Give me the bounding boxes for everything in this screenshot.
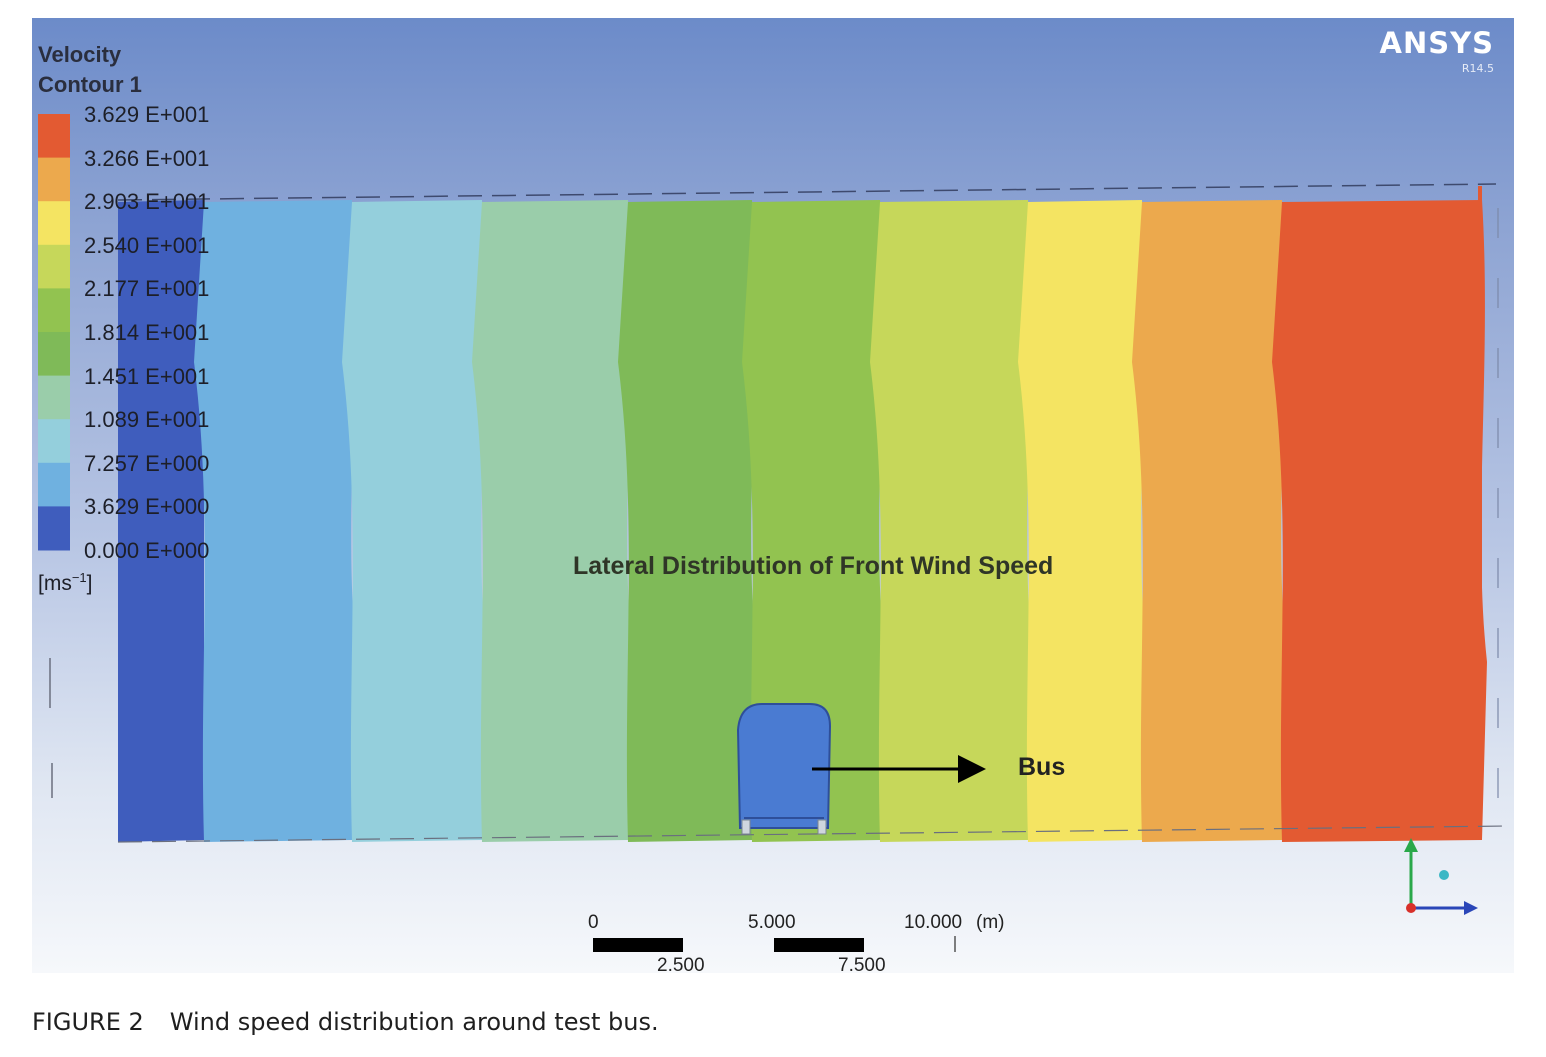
legend-swatch: [38, 288, 70, 333]
scale-tick-label: 5.000: [748, 912, 796, 933]
legend-label: 1.089 E+001: [84, 407, 210, 433]
contour-band: [1272, 200, 1487, 842]
legend-label: 7.257 E+000: [84, 450, 210, 476]
legend-subtitle: Contour 1: [38, 72, 142, 97]
contour-band: [118, 200, 204, 842]
contour-band: [1018, 200, 1147, 842]
legend-swatch: [38, 462, 70, 507]
contour-band: [870, 200, 1033, 842]
contour-band: [342, 200, 487, 842]
legend-swatch: [38, 201, 70, 246]
figure-number: FIGURE 2: [32, 1008, 144, 1036]
domain-bottom-edge: [117, 825, 1509, 843]
scale-tick-label: 7.500: [838, 955, 886, 973]
cfd-viewport[interactable]: Velocity Contour 1 3.629 E+001 3.266 E+00…: [32, 18, 1514, 973]
axis-triad: [1404, 838, 1478, 915]
ansys-logo: ANSYS: [1379, 26, 1494, 60]
bus-label: Bus: [1018, 753, 1066, 781]
scale-tick-label: 10.000: [904, 912, 963, 933]
legend-swatch: [38, 375, 70, 420]
legend-label: 3.629 E+000: [84, 494, 210, 520]
domain-top-edge: [117, 183, 1497, 201]
contour-band: [742, 200, 885, 842]
contour-band: [1132, 200, 1287, 842]
velocity-contour-plot: [38, 114, 1509, 952]
contour-band: [618, 200, 757, 842]
ansys-version: R14.5: [1461, 62, 1494, 75]
legend-unit: [ms−1]: [38, 570, 93, 595]
figure-caption-text: Wind speed distribution around test bus.: [169, 1008, 659, 1036]
scale-tick-label: 0: [588, 912, 599, 933]
legend-swatch: [38, 332, 70, 377]
legend-label: 2.540 E+001: [84, 232, 210, 258]
legend-swatch: [38, 244, 70, 289]
legend-label: 2.903 E+001: [84, 189, 210, 215]
legend-label: 0.000 E+000: [84, 538, 210, 563]
bus-model: [736, 703, 832, 835]
legend-swatch: [38, 419, 70, 464]
bus-pointer-arrow: [812, 755, 986, 783]
legend-label: 3.266 E+001: [84, 145, 210, 171]
scale-unit-label: (m): [976, 912, 1005, 933]
figure-caption: FIGURE 2 Wind speed distribution around t…: [32, 1008, 659, 1036]
contour-band: [194, 200, 357, 842]
legend-label: 2.177 E+001: [84, 276, 210, 302]
legend-label: 1.814 E+001: [84, 320, 210, 345]
contour-band: [472, 200, 633, 842]
legend-swatch: [38, 157, 70, 202]
contour-band-edge: [1478, 186, 1482, 840]
legend-swatch: [38, 506, 70, 551]
legend-label: 1.451 E+001: [84, 363, 210, 389]
plot-annotation-title: Lateral Distribution of Front Wind Speed: [573, 552, 1054, 580]
legend-title: Velocity: [38, 42, 122, 67]
legend-color-bar: [38, 114, 70, 551]
legend-swatch: [38, 114, 70, 159]
scale-bar: [593, 936, 956, 952]
scale-tick-label: 2.500: [657, 955, 705, 973]
contour-bands: [118, 186, 1487, 842]
legend-label: 3.629 E+001: [84, 102, 210, 127]
